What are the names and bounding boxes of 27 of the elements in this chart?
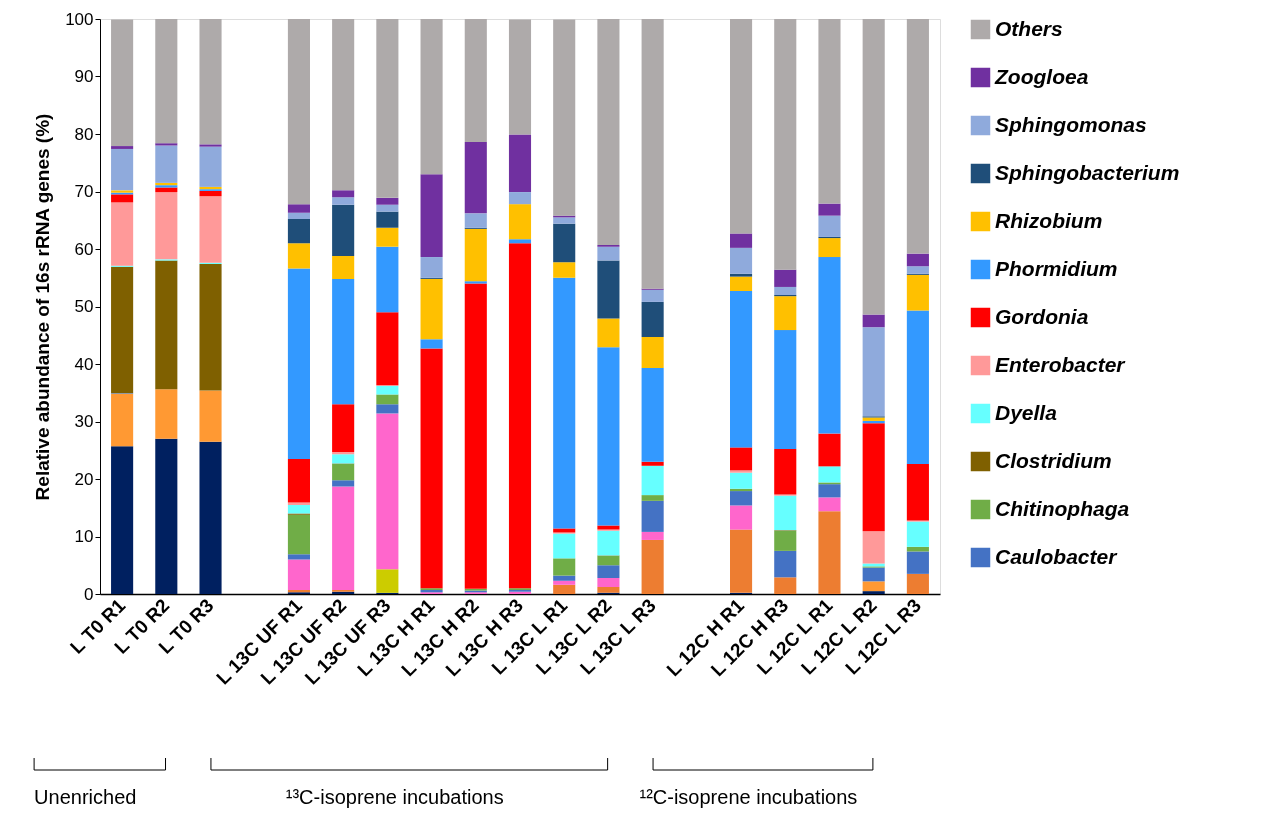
- legend-label: Clostridium: [995, 448, 1112, 472]
- y-tick-label: 90: [74, 67, 94, 86]
- y-tick-label: 30: [74, 412, 94, 431]
- y-tick-label: 60: [74, 239, 94, 259]
- text: ¹²C-isoprene incubations: [639, 786, 858, 808]
- y-tick-label: 10: [74, 527, 94, 546]
- legend-label: Caulobacter: [995, 544, 1119, 568]
- legend-label: Sphingomonas: [995, 112, 1147, 136]
- legend-label: Rhizobium: [995, 208, 1103, 232]
- y-tick-label: 100: [65, 9, 94, 29]
- legend-label: Enterobacter: [995, 352, 1127, 376]
- y-tick-label: 70: [74, 182, 94, 201]
- y-tick-label: 80: [74, 124, 94, 144]
- legend-label: Gordonia: [995, 304, 1089, 328]
- y-axis-title: Relative abundance of 16s rRNA genes (%): [32, 113, 54, 501]
- y-tick-label: 20: [74, 469, 94, 489]
- text: ¹³C-isoprene incubations: [285, 786, 504, 808]
- legend-label: Dyella: [995, 400, 1058, 424]
- text: Unenriched: [34, 786, 137, 808]
- y-tick-label: 0: [84, 584, 94, 604]
- legend-label: Sphingobacterium: [995, 160, 1180, 184]
- y-tick-label: 40: [74, 354, 94, 374]
- y-tick-label: 50: [74, 297, 94, 316]
- legend-label: Chitinophaga: [995, 496, 1130, 520]
- legend-label: Phormidium: [995, 256, 1118, 280]
- legend-label: Zoogloea: [994, 64, 1089, 88]
- legend-label: Others: [995, 16, 1063, 40]
